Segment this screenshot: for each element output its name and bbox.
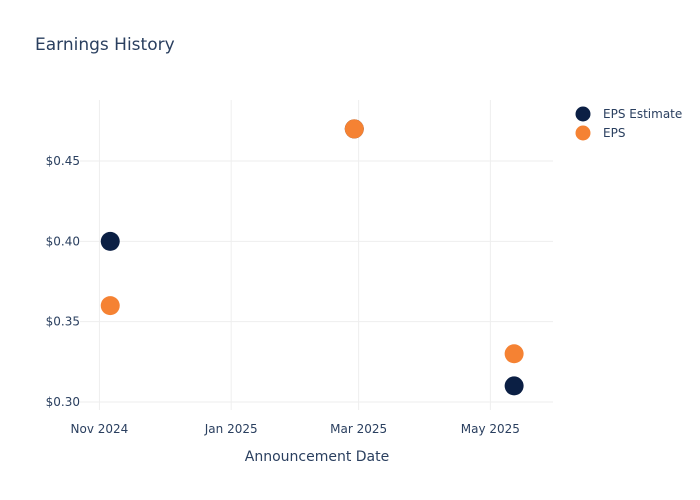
data-points — [100, 119, 524, 396]
y-tick-label: $0.30 — [46, 395, 80, 409]
data-point[interactable] — [344, 119, 364, 139]
legend-marker — [575, 125, 591, 141]
legend-label: EPS — [603, 126, 625, 140]
data-point[interactable] — [504, 376, 524, 396]
x-tick-label: Mar 2025 — [330, 422, 387, 436]
chart-title: Earnings History — [35, 35, 175, 55]
x-tick-label: Jan 2025 — [204, 422, 258, 436]
y-tick-label: $0.45 — [46, 154, 80, 168]
y-axis-ticks: $0.30 $0.35 $0.40 $0.45 — [46, 154, 80, 409]
legend-marker — [575, 106, 591, 122]
legend-item[interactable]: EPS Estimate — [575, 106, 683, 122]
x-tick-label: May 2025 — [461, 422, 520, 436]
data-point[interactable] — [504, 344, 524, 364]
grid-layer — [80, 100, 553, 410]
series-eps — [100, 119, 524, 364]
legend-label: EPS Estimate — [603, 107, 682, 121]
y-tick-label: $0.35 — [46, 315, 80, 329]
data-point[interactable] — [100, 296, 120, 316]
data-point[interactable] — [100, 231, 120, 251]
legend-item[interactable]: EPS — [575, 125, 626, 141]
x-tick-label: Nov 2024 — [71, 422, 129, 436]
x-axis-ticks: Nov 2024 Jan 2025 Mar 2025 May 2025 — [71, 422, 520, 436]
legend: EPS Estimate EPS — [575, 106, 683, 141]
y-tick-label: $0.40 — [46, 234, 80, 248]
x-axis-title: Announcement Date — [245, 449, 389, 465]
